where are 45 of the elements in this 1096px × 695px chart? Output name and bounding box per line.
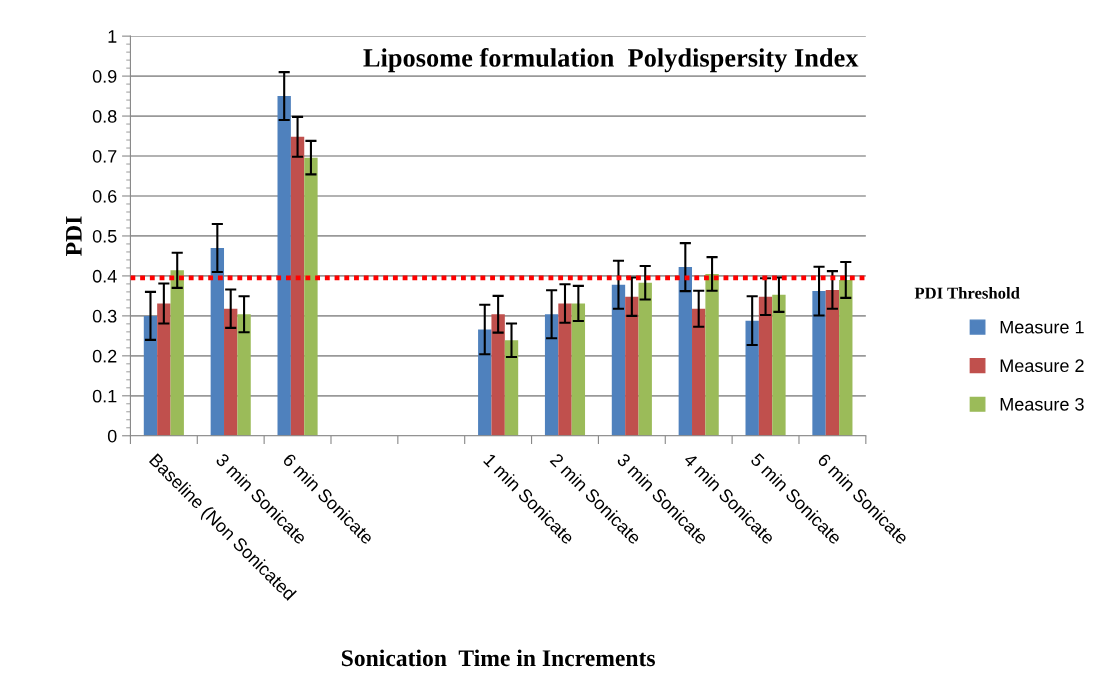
y-tick-label: 0.5 xyxy=(92,229,117,243)
ref-line-label: PDI Threshold xyxy=(914,287,1020,299)
bar xyxy=(170,270,184,436)
bar xyxy=(638,282,652,436)
bar xyxy=(224,308,238,436)
bar xyxy=(277,96,291,436)
legend-label: Measure 1 xyxy=(1000,320,1084,334)
y-tick-label: 0 xyxy=(107,429,117,443)
bar xyxy=(611,284,626,436)
legend-label: Measure 2 xyxy=(1000,359,1084,373)
bar xyxy=(491,314,505,436)
y-tick-label: 0.7 xyxy=(92,149,117,163)
bar xyxy=(504,340,519,436)
y-tick-label: 0.8 xyxy=(92,110,117,123)
bar xyxy=(745,320,759,436)
bar xyxy=(304,157,318,436)
bar xyxy=(210,247,225,436)
bar xyxy=(290,136,305,436)
bar xyxy=(812,291,826,436)
legend-label: Measure 3 xyxy=(1000,397,1084,411)
y-tick-label: 0.1 xyxy=(92,389,117,403)
bar xyxy=(825,289,840,436)
x-axis-title: Sonication Time in Increments xyxy=(341,649,655,667)
y-tick-label: 1 xyxy=(108,30,117,43)
bar xyxy=(478,329,492,436)
bar xyxy=(705,273,719,436)
bar xyxy=(558,303,572,436)
bar xyxy=(772,294,786,436)
y-tick-label: 0.4 xyxy=(92,269,117,283)
bar xyxy=(544,314,559,436)
bar xyxy=(237,314,251,436)
y-tick-label: 0.6 xyxy=(92,189,117,203)
y-tick-label: 0.9 xyxy=(92,70,117,83)
bar xyxy=(839,279,853,436)
y-axis-title: PDI xyxy=(66,216,82,256)
bar xyxy=(625,296,639,436)
y-tick-label: 0.3 xyxy=(92,309,117,323)
bar xyxy=(678,267,693,436)
bar xyxy=(571,303,586,436)
chart-title: Liposome formulation Polydispersity Index xyxy=(363,47,859,73)
bar xyxy=(758,296,773,436)
bar xyxy=(157,303,171,436)
bar xyxy=(143,315,158,436)
bar xyxy=(692,308,706,436)
y-tick-label: 0.2 xyxy=(92,349,117,363)
